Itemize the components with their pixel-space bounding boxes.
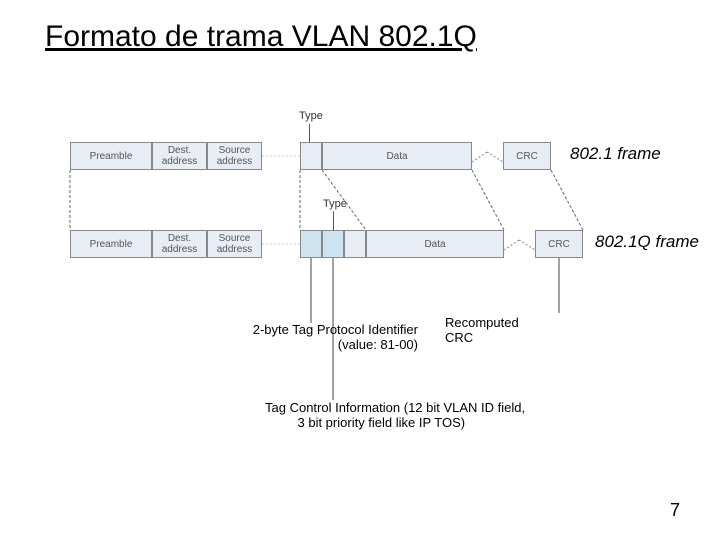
annotation-crc-line2: CRC: [445, 330, 519, 345]
annotation-crc-line1: Recomputed: [445, 315, 519, 330]
annotation-tci-line1: Tag Control Information (12 bit VLAN ID …: [265, 400, 525, 415]
page-number: 7: [670, 500, 680, 521]
annotation-tci: Tag Control Information (12 bit VLAN ID …: [265, 400, 525, 430]
annotation-tpi-line1: 2-byte Tag Protocol Identifier: [218, 322, 418, 337]
annotation-tci-line2: 3 bit priority field like IP TOS): [265, 415, 525, 430]
annotation-tpi-line2: (value: 81-00): [218, 337, 418, 352]
connector-lines: [0, 0, 720, 540]
annotation-tpi: 2-byte Tag Protocol Identifier (value: 8…: [218, 322, 418, 352]
annotation-crc: Recomputed CRC: [445, 315, 519, 345]
